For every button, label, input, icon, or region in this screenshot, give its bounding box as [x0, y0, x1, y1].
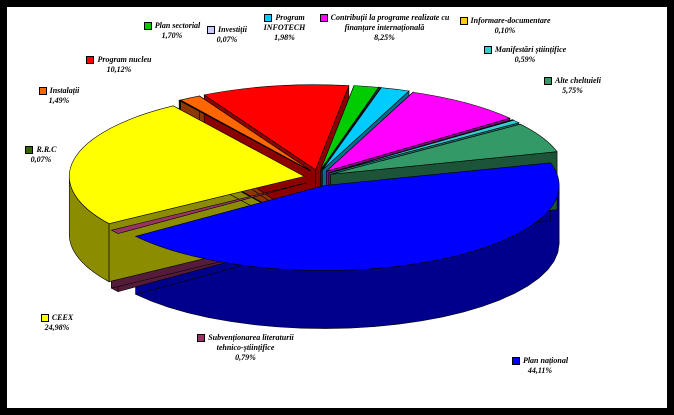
data-label: Program INFOTECH 1,98% — [247, 13, 322, 43]
data-label: Subvenționarea literaturii tehnico-știin… — [183, 333, 308, 363]
value-label: 24,98% — [44, 323, 70, 332]
category-label: Alte cheltuieli — [555, 76, 601, 85]
legend-swatch — [143, 22, 152, 31]
category-label: Program nucleu — [97, 55, 152, 64]
data-label: R.R.C 0,07% — [16, 145, 66, 165]
slice — [330, 123, 558, 175]
category-label: Plan sectorial — [154, 21, 201, 30]
label-row: Alte cheltuieli — [535, 76, 610, 86]
legend-swatch — [483, 46, 492, 55]
label-row: Contribuții la programe realizate cu fin… — [317, 13, 452, 33]
category-label: Subvenționarea literaturii tehnico-știin… — [208, 333, 294, 352]
category-label: Contribuții la programe realizate cu fin… — [330, 13, 450, 32]
label-row: Program INFOTECH — [247, 13, 322, 33]
slice — [134, 162, 560, 271]
data-label: Investiții 0,07% — [202, 25, 252, 45]
category-label: R.R.C — [36, 145, 57, 154]
legend-swatch — [264, 14, 273, 23]
data-label: Informare-documentare 0,10% — [455, 16, 555, 36]
value-label: 0,79% — [235, 353, 256, 362]
label-row: Subvenționarea literaturii tehnico-știin… — [183, 333, 308, 353]
legend-swatch — [40, 314, 49, 323]
legend-swatch — [38, 87, 47, 96]
slice — [178, 99, 311, 172]
label-row: Plan sectorial — [137, 21, 207, 31]
value-label: 8,25% — [374, 33, 395, 42]
label-row: Program nucleu — [84, 55, 154, 65]
label-row: CEEX — [22, 313, 92, 323]
slice — [321, 87, 381, 171]
data-label: Instalații 1,49% — [34, 86, 84, 106]
data-label: Plan sectorial 1,70% — [137, 21, 207, 41]
slice — [322, 87, 410, 171]
data-label: Plan național 44,11% — [495, 356, 585, 376]
legend-swatch — [207, 26, 216, 35]
legend-swatch — [197, 334, 206, 343]
value-label: 1,49% — [48, 96, 70, 105]
category-label: Instalații — [49, 86, 80, 95]
data-label: Manifestări științifice 0,59% — [480, 45, 570, 65]
data-label: Alte cheltuieli 5,75% — [535, 76, 610, 96]
category-label: Program INFOTECH — [263, 13, 306, 32]
category-label: Investiții — [218, 25, 247, 34]
value-label: 10,12% — [106, 65, 132, 74]
legend-swatch — [319, 14, 328, 23]
value-label: 1,98% — [274, 33, 295, 42]
slice — [320, 85, 380, 170]
value-label: 1,70% — [161, 31, 183, 40]
slice — [203, 84, 350, 171]
category-label: Informare-documentare — [470, 16, 551, 25]
legend-swatch — [25, 146, 34, 155]
label-row: Plan național — [495, 356, 585, 366]
legend-swatch — [86, 56, 95, 65]
label-row: Instalații — [34, 86, 84, 96]
data-label: Program nucleu 10,12% — [84, 55, 154, 75]
value-label: 44,11% — [527, 366, 553, 375]
data-label: Contribuții la programe realizate cu fin… — [317, 13, 452, 43]
legend-swatch — [459, 17, 468, 26]
slice — [68, 105, 306, 225]
value-label: 0,10% — [494, 26, 516, 35]
category-label: Manifestări științifice — [494, 45, 567, 54]
slice — [179, 95, 311, 172]
label-row: Investiții — [202, 25, 252, 35]
slice — [110, 182, 307, 234]
value-label: 0,07% — [216, 35, 238, 44]
value-label: 0,59% — [514, 55, 536, 64]
value-label: 5,75% — [562, 86, 583, 95]
slice — [329, 119, 520, 174]
value-label: 0,07% — [30, 155, 52, 164]
legend-swatch — [511, 357, 520, 366]
category-label: CEEX — [51, 313, 74, 322]
label-row: R.R.C — [16, 145, 66, 155]
legend-swatch — [544, 77, 552, 86]
label-row: Manifestări științifice — [480, 45, 570, 55]
slice — [326, 91, 511, 172]
data-label: CEEX 24,98% — [22, 313, 92, 333]
tops — [68, 84, 560, 271]
category-label: Plan național — [522, 356, 569, 365]
label-row: Informare-documentare — [455, 16, 555, 26]
